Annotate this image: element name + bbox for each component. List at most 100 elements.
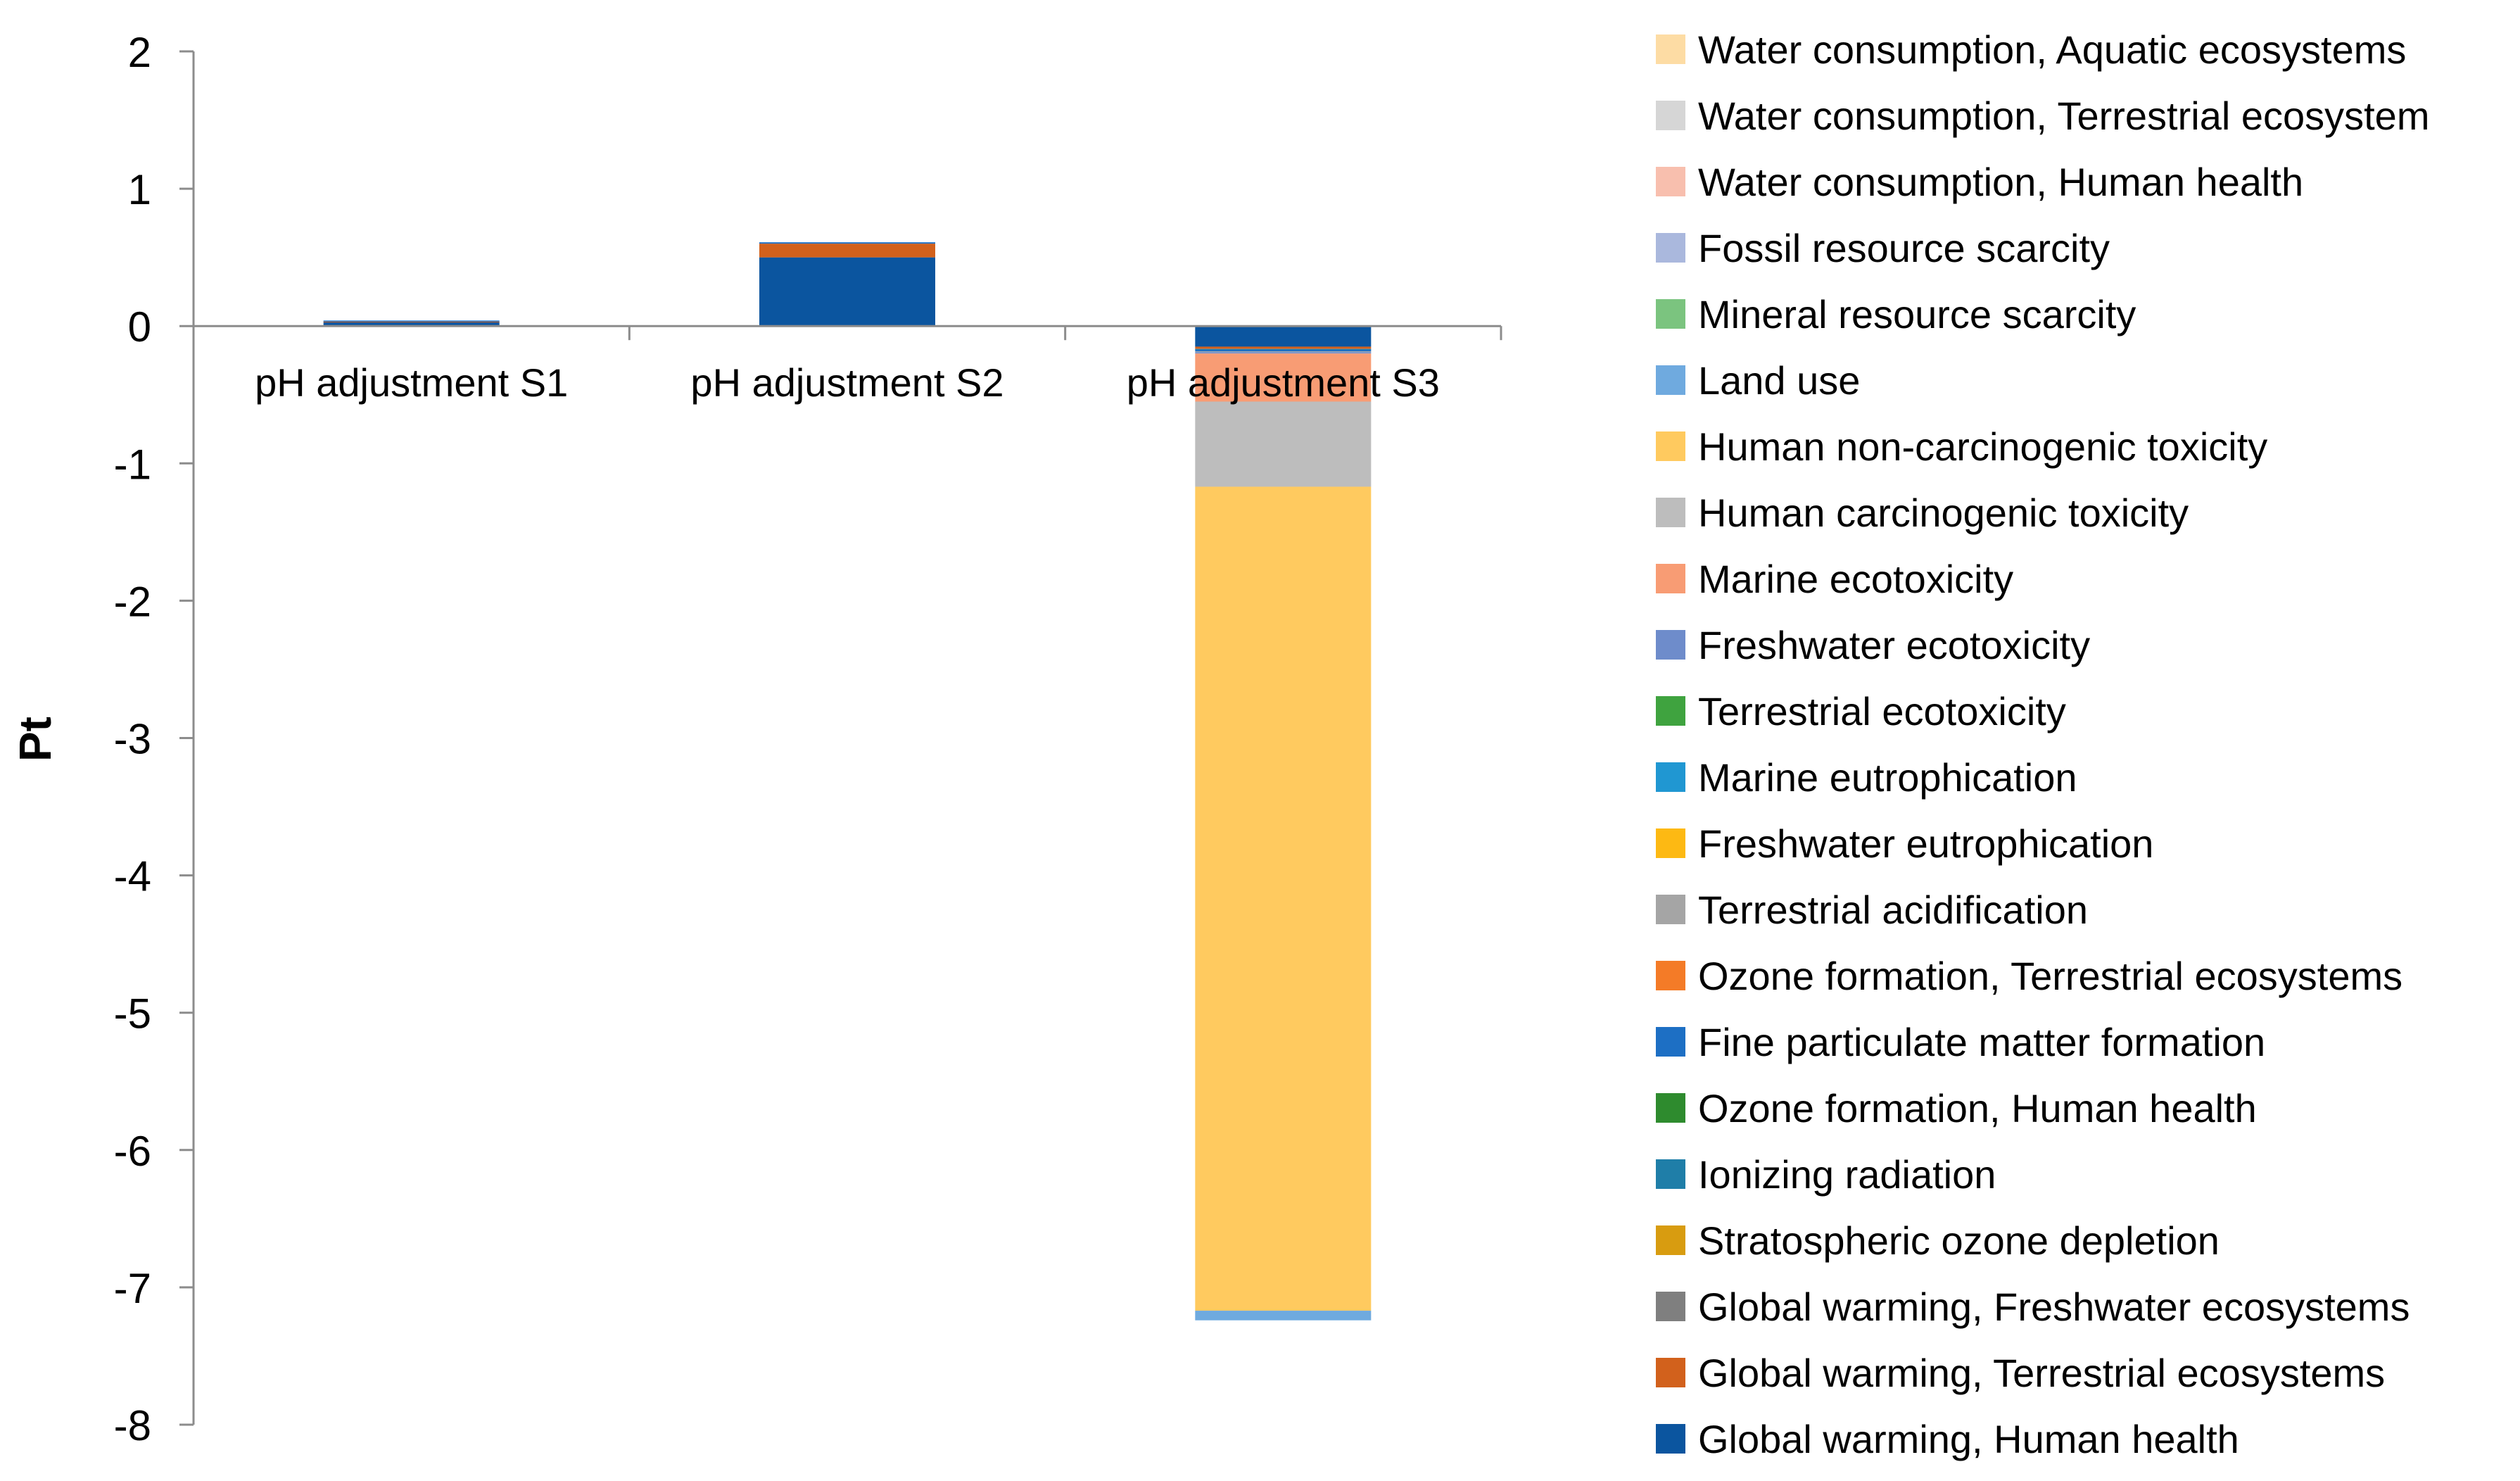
bar-segment [759,257,935,327]
legend-swatch [1656,828,1685,858]
x-category-label: pH adjustment S3 [1127,360,1440,405]
y-tick-label: 1 [128,166,151,213]
legend-swatch [1656,34,1685,64]
x-category-label: pH adjustment S1 [255,360,568,405]
legend-swatch [1656,895,1685,924]
legend-item: Freshwater ecotoxicity [1656,623,2090,667]
legend-label: Freshwater ecotoxicity [1698,623,2090,667]
legend-item: Global warming, Freshwater ecosystems [1656,1285,2410,1329]
legend-item: Human non-carcinogenic toxicity [1656,424,2267,469]
x-category-label: pH adjustment S2 [690,360,1003,405]
legend-swatch [1656,431,1685,461]
legend-swatch [1656,564,1685,593]
legend-item: Global warming, Terrestrial ecosystems [1656,1351,2385,1395]
legend-label: Fine particulate matter formation [1698,1020,2265,1064]
y-tick-label: -6 [114,1128,151,1175]
legend-label: Terrestrial acidification [1698,888,2088,932]
legend-swatch [1656,1027,1685,1057]
legend-label: Water consumption, Aquatic ecosystems [1698,27,2406,72]
legend-label: Global warming, Terrestrial ecosystems [1698,1351,2385,1395]
y-tick-label: -3 [114,716,151,763]
legend-swatch [1656,233,1685,263]
y-tick-label: -8 [114,1402,151,1449]
legend-swatch [1656,1159,1685,1189]
bar-segment [759,242,935,244]
legend-item: Water consumption, Terrestrial ecosystem [1656,94,2429,138]
legend-item: Water consumption, Aquatic ecosystems [1656,27,2406,72]
legend-label: Stratospheric ozone depletion [1698,1218,2220,1263]
bar-segment [1195,349,1372,352]
y-tick-label: -5 [114,990,151,1038]
bar-segment [1195,351,1372,353]
legend-swatch [1656,961,1685,990]
y-axis-title: Pt [10,717,61,762]
legend-label: Fossil resource scarcity [1698,226,2110,270]
bar-segment [1195,346,1372,349]
legend-item: Ionizing radiation [1656,1152,1996,1197]
bar-segment [1195,326,1372,347]
y-tick-label: -2 [114,578,151,625]
legend-label: Water consumption, Human health [1698,160,2303,204]
y-tick-label: -7 [114,1265,151,1312]
legend-swatch [1656,1358,1685,1387]
legend-item: Human carcinogenic toxicity [1656,491,2189,535]
bar-segment [1195,348,1372,350]
legend-item: Stratospheric ozone depletion [1656,1218,2220,1263]
legend-item: Ozone formation, Human health [1656,1086,2257,1130]
bar-segment [1195,1311,1372,1321]
legend-item: Land use [1656,358,1860,403]
y-tick-label: -4 [114,853,151,900]
bar-segment [759,244,935,258]
legend-item: Freshwater eutrophication [1656,821,2153,866]
legend-label: Terrestrial ecotoxicity [1698,689,2066,733]
legend-label: Marine eutrophication [1698,755,2077,800]
legend-label: Ozone formation, Terrestrial ecosystems [1698,954,2402,998]
axes-layer: 2 1 0 -1 -2 -3 -4 -5 -6 -7 -8 pH adjustment S1 pH ad… [114,29,1502,1449]
legend-swatch [1656,1424,1685,1454]
legend-label: Ionizing radiation [1698,1152,1996,1197]
legend-swatch [1656,1225,1685,1255]
legend-swatch [1656,1093,1685,1123]
bar-segment [1195,401,1372,487]
legend-swatch [1656,630,1685,660]
y-tick-label: 2 [128,29,151,76]
legend-swatch [1656,498,1685,527]
legend-swatch [1656,299,1685,329]
legend-item: Terrestrial acidification [1656,888,2088,932]
bar-segment [1195,352,1372,354]
legend-label: Global warming, Human health [1698,1417,2239,1461]
legend-label: Water consumption, Terrestrial ecosystem [1698,94,2429,138]
legend-item: Terrestrial ecotoxicity [1656,689,2066,733]
legend-label: Human non-carcinogenic toxicity [1698,424,2267,469]
bar-segment [1195,348,1372,350]
legend-label: Freshwater eutrophication [1698,821,2153,866]
bar-segment [323,322,500,327]
legend-item: Fossil resource scarcity [1656,226,2110,270]
legend-label: Global warming, Freshwater ecosystems [1698,1285,2410,1329]
legend-swatch [1656,167,1685,196]
bars-layer [323,242,1372,1321]
legend-item: Mineral resource scarcity [1656,292,2136,336]
legend-label: Marine ecotoxicity [1698,557,2013,601]
legend-label: Ozone formation, Human health [1698,1086,2257,1130]
legend-label: Human carcinogenic toxicity [1698,491,2189,535]
legend-swatch [1656,101,1685,130]
legend-item: Ozone formation, Terrestrial ecosystems [1656,954,2402,998]
legend-label: Land use [1698,358,1860,403]
legend-item: Marine eutrophication [1656,755,2077,800]
y-tick-label: -1 [114,441,151,488]
legend-swatch [1656,762,1685,792]
legend-item: Global warming, Human health [1656,1417,2239,1461]
legend-item: Fine particulate matter formation [1656,1020,2265,1064]
bar-segment [323,320,500,322]
legend-swatch [1656,365,1685,395]
legend-item: Marine ecotoxicity [1656,557,2013,601]
legend-swatch [1656,1292,1685,1321]
bar-segment [1195,353,1372,402]
legend-item: Water consumption, Human health [1656,160,2303,204]
legend-swatch [1656,696,1685,726]
y-tick-label: 0 [128,303,151,351]
legend-label: Mineral resource scarcity [1698,292,2136,336]
